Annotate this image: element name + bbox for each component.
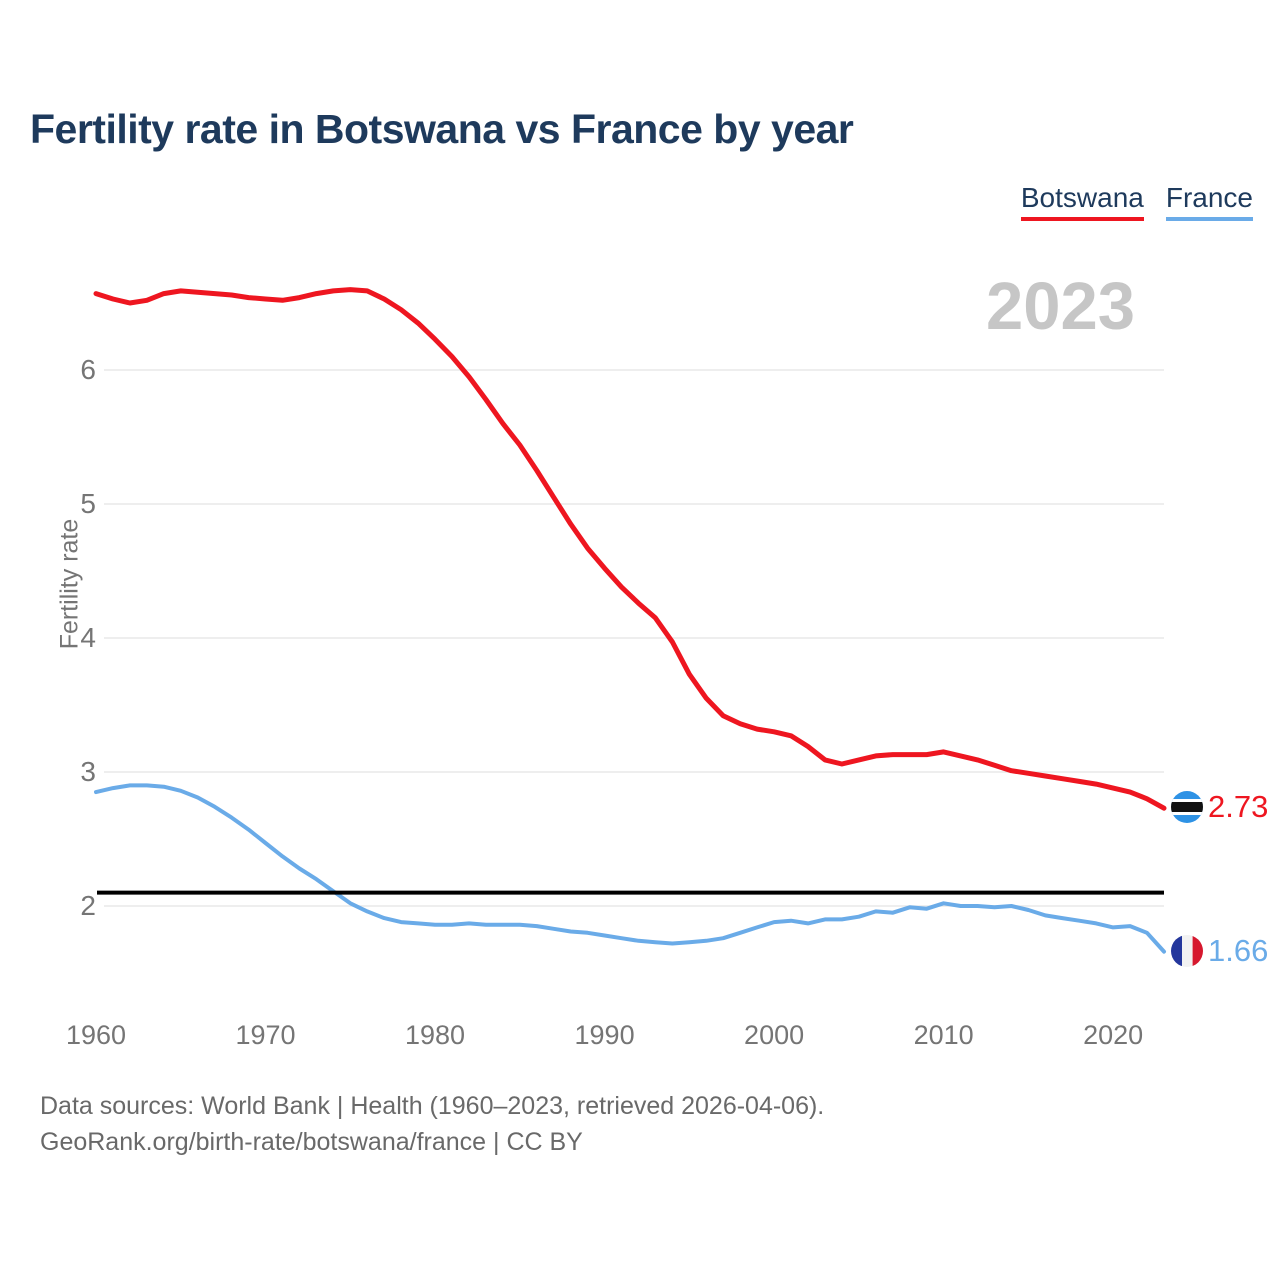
chart-title: Fertility rate in Botswana vs France by … xyxy=(30,106,854,152)
france-flag-icon xyxy=(1171,935,1203,967)
x-tick-label-2010: 2010 xyxy=(913,1020,974,1050)
x-tick-label-1960: 1960 xyxy=(65,1020,127,1050)
x-tick-label-2000: 2000 xyxy=(744,1020,805,1050)
year-watermark: 2023 xyxy=(985,269,1135,344)
footer: Data sources: World Bank | Health (1960–… xyxy=(40,1088,824,1160)
footer-sources: Data sources: World Bank | Health (1960–… xyxy=(40,1092,825,1120)
end-label-france: 1.66 xyxy=(1208,933,1269,968)
y-tick-label-4: 4 xyxy=(80,622,96,653)
x-tick-label-1980: 1980 xyxy=(405,1020,466,1050)
line-botswana xyxy=(93,287,1167,811)
footer-attribution: GeoRank.org/birth-rate/botswana/france |… xyxy=(40,1128,583,1156)
legend-item-botswana[interactable]: Botswana xyxy=(1020,182,1144,221)
y-tick-label-6: 6 xyxy=(80,354,96,385)
x-tick-label-1990: 1990 xyxy=(574,1020,635,1050)
legend: Botswana France xyxy=(1020,182,1253,221)
x-tick-label-2020: 2020 xyxy=(1083,1020,1144,1050)
botswana-flag-icon xyxy=(1171,791,1203,823)
y-tick-label-5: 5 xyxy=(80,488,96,519)
gridlines xyxy=(104,369,1164,907)
y-tick-label-2: 2 xyxy=(80,890,96,921)
end-label-botswana: 2.73 xyxy=(1208,789,1269,824)
x-tick-label-1970: 1970 xyxy=(235,1020,296,1050)
line-france xyxy=(94,783,1166,954)
legend-item-france[interactable]: France xyxy=(1165,182,1253,221)
y-tick-label-3: 3 xyxy=(80,756,96,787)
series-lines xyxy=(93,287,1167,954)
